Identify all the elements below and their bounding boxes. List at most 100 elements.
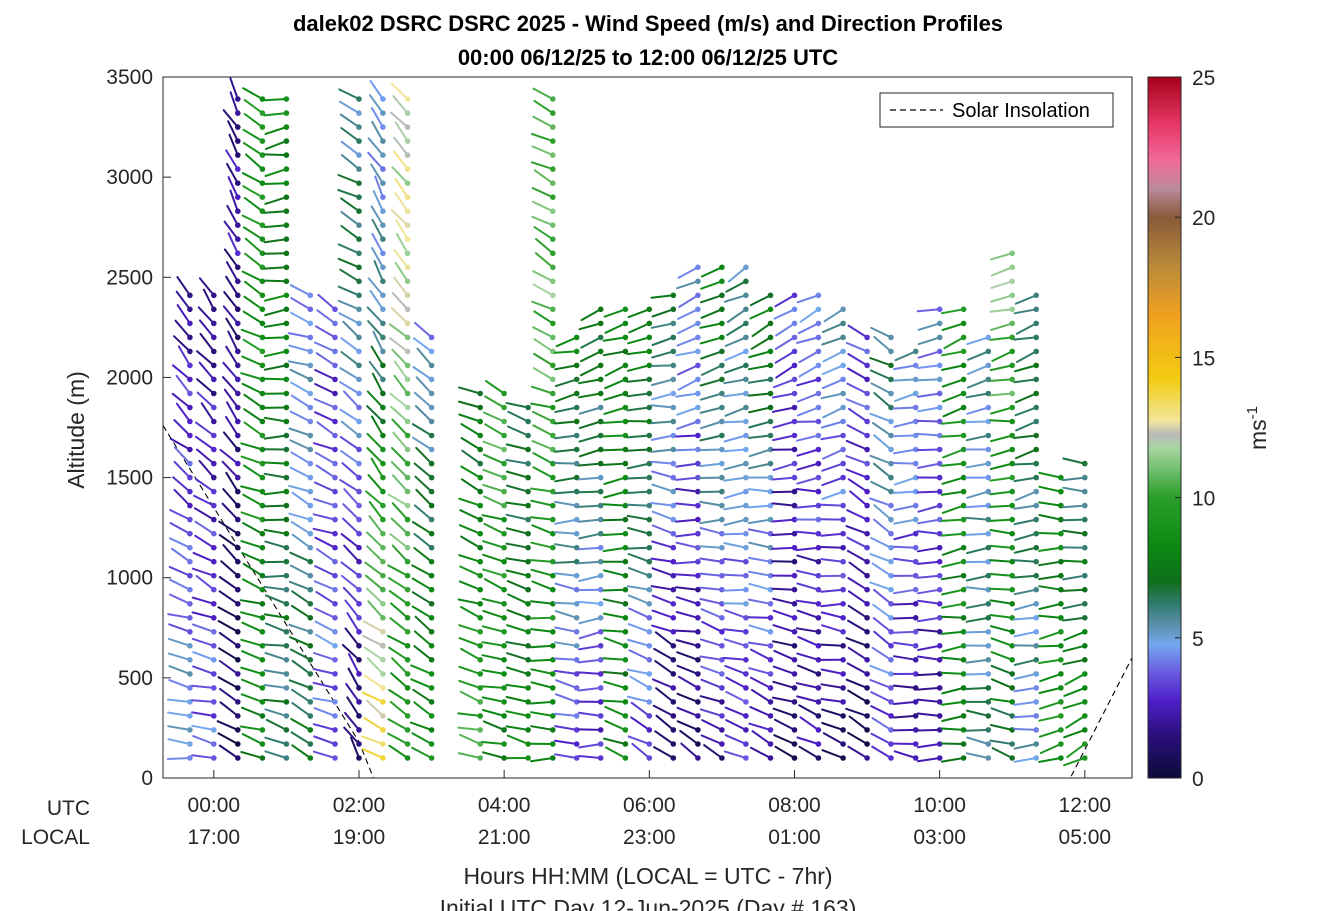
- wind-barb-point: [1033, 572, 1039, 579]
- wind-barb-stick: [675, 629, 699, 633]
- wind-barb-stick: [226, 204, 239, 227]
- wind-barb-point: [550, 194, 556, 200]
- wind-barb-point: [767, 629, 774, 635]
- wind-barb-stick: [894, 392, 917, 402]
- wind-barb-stick: [343, 544, 360, 563]
- wind-barb-stick: [555, 693, 578, 703]
- wind-barb-stick: [263, 643, 288, 647]
- wind-barb-point: [767, 741, 774, 747]
- wind-barb-stick: [390, 111, 409, 129]
- colorbar-label-unit: ms: [1245, 419, 1271, 450]
- wind-barb-stick: [1013, 546, 1038, 554]
- wind-barb-point: [767, 657, 774, 663]
- wind-barb-point: [840, 348, 846, 355]
- wind-barb-stick: [873, 392, 892, 409]
- wind-barb-point: [404, 390, 411, 397]
- wind-barb-stick: [505, 542, 530, 549]
- wind-barb-stick: [627, 638, 651, 647]
- wind-barb-point: [1009, 685, 1015, 691]
- wind-barb-point: [864, 629, 870, 635]
- wind-barb-point: [985, 671, 992, 677]
- wind-barb-point: [767, 404, 774, 411]
- wind-barb-stick: [774, 718, 796, 731]
- wind-barb-stick: [699, 557, 723, 563]
- wind-barb-point: [332, 615, 338, 621]
- wind-barb-point: [380, 348, 386, 355]
- wind-barb-point: [646, 502, 653, 509]
- wind-barb-stick: [166, 757, 191, 760]
- wind-barb-point: [283, 124, 290, 130]
- wind-barb-stick: [458, 679, 482, 689]
- wind-barb-point: [259, 320, 266, 327]
- wind-barb-stick: [990, 448, 1014, 457]
- wind-barb-point: [573, 685, 580, 691]
- wind-barb-point: [404, 530, 411, 537]
- wind-barb-stick: [533, 99, 554, 115]
- wind-barb-point: [573, 657, 580, 663]
- wind-barb-point: [840, 516, 846, 523]
- wind-barb-point: [695, 278, 701, 285]
- wind-barb-point: [1033, 601, 1039, 607]
- wind-barb-stick: [965, 709, 990, 717]
- wind-barb-stick: [848, 715, 869, 731]
- wind-barb-point: [211, 362, 217, 369]
- wind-barb-stick: [263, 153, 288, 157]
- wind-barb-stick: [748, 582, 772, 591]
- wind-barb-stick: [869, 679, 892, 689]
- wind-barb-point: [211, 376, 217, 383]
- wind-barb-stick: [941, 378, 965, 388]
- wind-barb-stick: [387, 718, 409, 731]
- wind-barb-point: [525, 643, 531, 649]
- wind-barb-point: [622, 629, 629, 635]
- wind-barb-stick: [725, 676, 747, 689]
- wind-barb-stick: [795, 682, 820, 689]
- wind-barb-point: [622, 530, 629, 537]
- wind-barb-point: [864, 334, 870, 341]
- wind-barb-point: [864, 685, 870, 691]
- wind-barb-point: [307, 699, 314, 705]
- wind-barb-stick: [169, 537, 191, 549]
- wind-barb-stick: [990, 322, 1014, 331]
- wind-barb-point: [525, 755, 531, 761]
- wind-barb-stick: [748, 541, 772, 549]
- wind-barb-point: [307, 685, 314, 691]
- wind-barb-point: [525, 446, 531, 453]
- wind-barb-point: [622, 306, 629, 313]
- wind-barb-point: [912, 755, 919, 761]
- wind-barb-stick: [482, 483, 506, 493]
- wind-barb-stick: [941, 686, 965, 695]
- wind-barb-point: [428, 460, 435, 467]
- wind-barb-point: [960, 713, 967, 719]
- wind-barb-point: [404, 685, 411, 691]
- wind-barb-point: [404, 152, 411, 158]
- wind-barb-stick: [1038, 728, 1062, 738]
- wind-barb-point: [791, 516, 798, 523]
- wind-barb-stick: [626, 406, 651, 412]
- wind-barb-stick: [893, 588, 917, 595]
- wind-barb-point: [912, 713, 919, 719]
- wind-barb-stick: [393, 150, 409, 171]
- wind-barb-stick: [415, 446, 433, 465]
- wind-barb-point: [670, 643, 677, 649]
- wind-barb-point: [573, 530, 580, 537]
- wind-barb-point: [477, 460, 484, 467]
- wind-barb-point: [695, 685, 701, 691]
- wind-barb-point: [743, 376, 749, 383]
- wind-barb-point: [259, 755, 266, 761]
- wind-barb-stick: [290, 604, 312, 619]
- wind-barb-stick: [317, 293, 336, 311]
- wind-barb-stick: [194, 478, 215, 493]
- wind-barb-point: [985, 432, 992, 439]
- wind-barb-point: [235, 615, 241, 621]
- wind-barb-stick: [724, 350, 747, 362]
- wind-barb-stick: [723, 294, 747, 303]
- wind-barb-stick: [990, 651, 1014, 661]
- wind-barb-stick: [460, 465, 482, 479]
- wind-barb-point: [960, 572, 967, 579]
- wind-barb-point: [597, 446, 604, 453]
- wind-barb-stick: [650, 294, 675, 299]
- wind-barb-stick: [942, 406, 965, 418]
- wind-barb-stick: [626, 476, 651, 480]
- wind-barb-point: [477, 404, 484, 411]
- wind-barb-point: [380, 376, 386, 383]
